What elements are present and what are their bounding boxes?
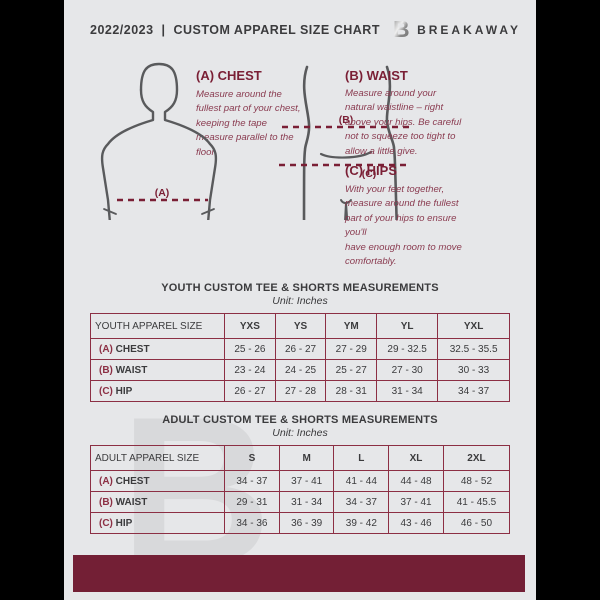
svg-text:(A): (A) (155, 187, 170, 199)
